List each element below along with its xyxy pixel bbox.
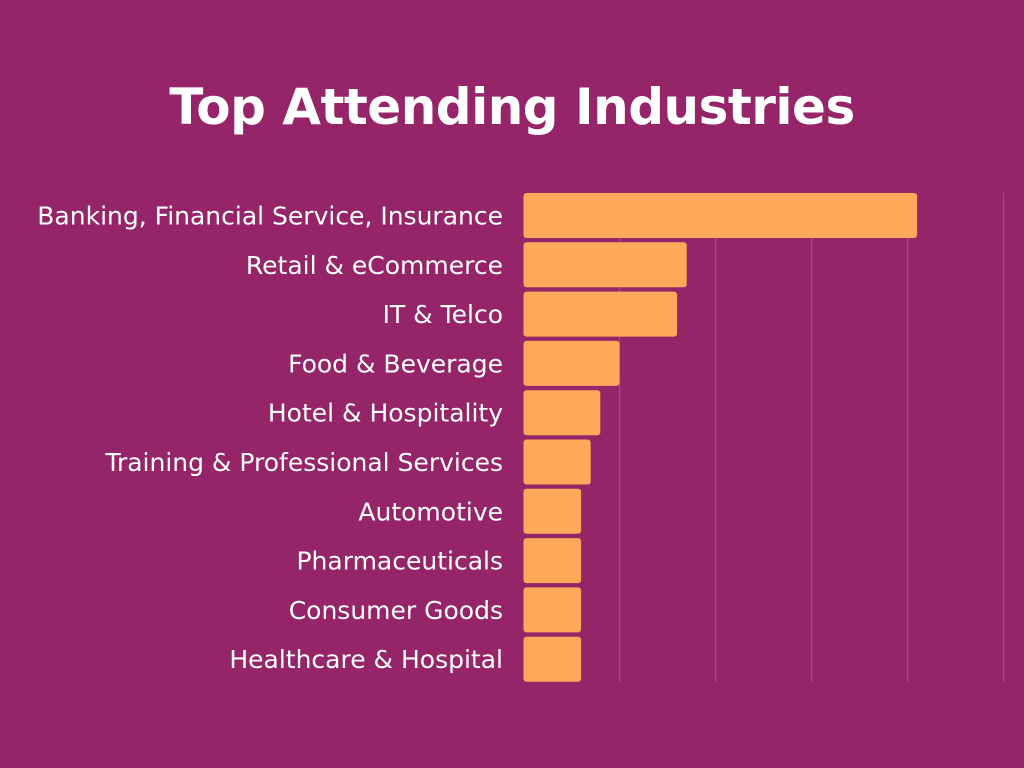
bar bbox=[523, 193, 918, 238]
category-label: Banking, Financial Service, Insurance bbox=[37, 202, 503, 231]
category-label: Training & Professional Services bbox=[104, 448, 503, 477]
bar bbox=[523, 587, 582, 633]
bar bbox=[523, 439, 591, 485]
bar bbox=[523, 538, 582, 584]
category-label: Food & Beverage bbox=[288, 349, 503, 378]
category-label: IT & Telco bbox=[383, 300, 503, 329]
bar bbox=[523, 488, 582, 534]
category-label: Pharmaceuticals bbox=[296, 547, 503, 576]
bar bbox=[523, 390, 601, 436]
bar bbox=[523, 242, 687, 288]
bar bbox=[523, 291, 678, 337]
chart-title: Top Attending Industries bbox=[169, 78, 855, 136]
category-label: Hotel & Hospitality bbox=[268, 399, 503, 428]
category-label: Retail & eCommerce bbox=[246, 251, 503, 280]
category-label: Consumer Goods bbox=[289, 596, 503, 625]
category-label: Automotive bbox=[358, 497, 503, 526]
category-label: Healthcare & Hospital bbox=[229, 645, 503, 674]
bar bbox=[523, 340, 620, 386]
bar bbox=[523, 636, 582, 682]
